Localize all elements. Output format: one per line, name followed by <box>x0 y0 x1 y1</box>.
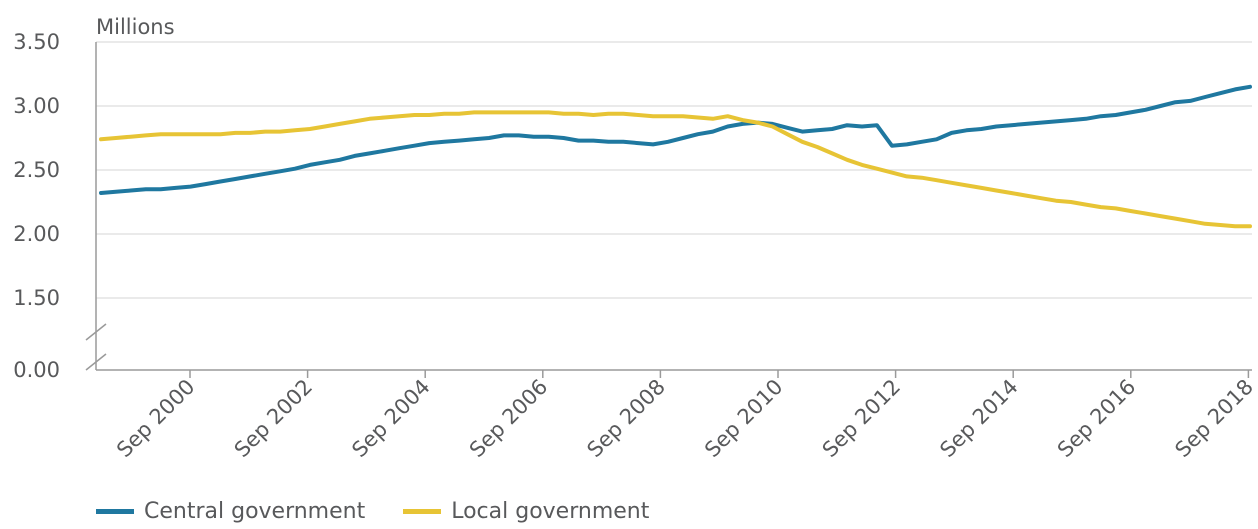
series-lines <box>99 84 1252 229</box>
legend-label-central: Central government <box>144 498 366 524</box>
y-axis-ticks: 0.00 1.50 2.00 2.50 3.00 3.50 <box>13 30 60 382</box>
line-chart: 0.00 1.50 2.00 2.50 3.00 3.50 Millions Sep 20… <box>13 15 1258 462</box>
x-tick-label: Sep 2012 <box>818 375 905 462</box>
gridlines <box>96 41 1252 299</box>
y-tick-label: 1.50 <box>13 286 60 310</box>
x-tick-label: Sep 2002 <box>230 375 317 462</box>
x-tick-label: Sep 2018 <box>1170 375 1257 462</box>
x-tick-label: Sep 2006 <box>465 375 552 462</box>
y-tick-label: 2.00 <box>13 222 60 246</box>
x-tick-label: Sep 2016 <box>1053 375 1140 462</box>
series-line-central <box>99 84 1252 195</box>
axis-break-marker <box>85 323 107 371</box>
y-tick-label: 0.00 <box>13 358 60 382</box>
series-line-local <box>99 110 1252 229</box>
x-tick-label: Sep 2014 <box>935 375 1022 462</box>
y-tick-label: 3.50 <box>13 30 60 54</box>
legend-item-local: Local government <box>403 499 649 524</box>
x-tick-label: Sep 2010 <box>700 375 787 462</box>
y-axis-label: Millions <box>96 15 175 39</box>
legend-swatch-local <box>403 508 442 514</box>
x-tick-label: Sep 2004 <box>347 375 434 462</box>
legend-swatch-central <box>96 508 134 514</box>
legend-label-local: Local government <box>451 498 650 524</box>
x-tick-label: Sep 2008 <box>582 375 669 462</box>
x-tick-label: Sep 2000 <box>112 375 199 462</box>
y-tick-label: 3.00 <box>13 94 60 118</box>
y-tick-label: 2.50 <box>13 158 60 182</box>
legend-item-central: Central government <box>96 499 365 524</box>
legend: Central government Local government <box>96 496 649 526</box>
x-axis-ticks: Sep 2000 Sep 2002 Sep 2004 Sep 2006 Sep 2008… <box>112 370 1258 462</box>
